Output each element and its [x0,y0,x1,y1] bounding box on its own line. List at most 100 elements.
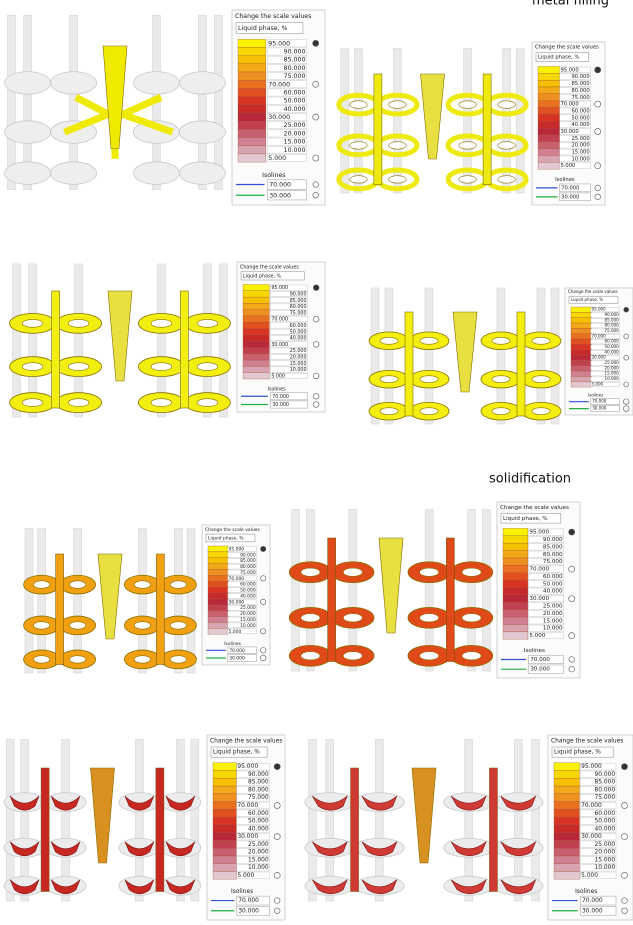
scale-swatch [237,63,267,73]
radio-button[interactable] [260,647,267,654]
radio-button[interactable] [621,833,628,840]
radio-button[interactable] [274,907,281,914]
radio-button[interactable] [260,545,267,552]
radio-button[interactable] [568,528,576,536]
radio-button[interactable] [273,872,281,879]
isoline-value-box[interactable] [559,192,591,202]
scale-value: 70.000 [271,317,288,323]
scale-value: 30.000 [268,114,290,121]
radio-button[interactable] [621,897,628,904]
scale-value: 85.000 [290,298,307,304]
radio-button[interactable] [312,80,320,88]
isoline-value-box[interactable] [559,183,591,193]
radio-button[interactable] [623,405,630,412]
radio-button[interactable] [621,872,628,879]
isoline-value-box[interactable] [227,654,257,662]
part [165,841,196,857]
radio-button[interactable] [594,66,602,74]
radio-button[interactable] [568,632,576,639]
radio-button[interactable] [594,193,601,200]
part-hole [419,336,439,345]
isoline-value-box[interactable] [236,895,270,906]
scale-value: 5.000 [529,633,546,639]
isoline-value-box[interactable] [528,655,564,664]
radio-button[interactable] [623,333,629,340]
radio-button[interactable] [594,162,602,170]
scale-value: 50.000 [240,588,256,594]
radio-button[interactable] [312,181,319,188]
radio-button[interactable] [623,381,629,388]
radio-button[interactable] [273,833,281,840]
radio-button[interactable] [273,802,281,809]
radio-button[interactable] [313,393,320,400]
scale-swatch [242,353,270,361]
radio-button[interactable] [621,907,628,914]
scale-swatch [537,107,561,115]
scale-value: 70.000 [268,81,290,88]
part-hole [342,613,363,623]
isoline-value-box[interactable] [580,895,617,906]
scale-value: 25.000 [290,348,307,354]
radio-button[interactable] [313,316,320,323]
scale-value-box [227,569,257,576]
scale-value-box [580,809,617,817]
radio-button[interactable] [260,654,267,662]
radio-button[interactable] [313,284,320,291]
scale-value: 50.000 [571,115,589,121]
part-hole [388,175,407,184]
radio-button[interactable] [621,802,628,809]
radio-button[interactable] [568,595,576,602]
riser [190,739,200,902]
isoline-value-box[interactable] [236,906,270,916]
scale-value-box [590,382,620,387]
scale-value: 95.000 [560,67,578,73]
radio-button[interactable] [313,372,320,379]
isoline-value-box[interactable] [580,906,617,916]
radio-button[interactable] [260,598,267,605]
part [165,879,196,895]
scale-value: 60.000 [284,89,306,96]
scale-swatch [502,602,529,610]
radio-button[interactable] [260,575,267,582]
scale-swatch [237,121,267,130]
radio-button[interactable] [313,401,320,408]
isoline-value-box[interactable] [267,179,307,190]
isoline-value-box[interactable] [590,398,620,405]
scale-value-box [580,825,617,833]
radio-button[interactable] [260,628,267,635]
scale-panel: Change the scale values Liquid phase, % 95… [231,9,326,206]
radio-button[interactable] [594,128,602,135]
scale-value: 90.000 [543,537,563,543]
radio-button[interactable] [312,192,319,199]
radio-button[interactable] [594,100,602,108]
radio-button[interactable] [621,763,628,770]
scale-value: 80.000 [605,323,620,328]
isoline-value-box[interactable] [227,646,257,654]
radio-button[interactable] [312,40,320,47]
radio-button[interactable] [274,897,281,904]
radio-button[interactable] [623,355,629,361]
part [361,795,398,811]
radio-button[interactable] [568,666,575,673]
scale-value: 25.000 [605,360,620,365]
part-hole [133,580,151,589]
radio-button[interactable] [568,656,575,663]
isoline-value-box[interactable] [590,405,620,412]
radio-button[interactable] [623,307,629,313]
radio-button[interactable] [568,565,576,573]
part-hole [69,580,87,589]
radio-button[interactable] [313,341,320,348]
radio-button[interactable] [312,113,320,121]
isoline-value-box[interactable] [270,392,308,401]
scale-value-box [227,563,257,570]
radio-button[interactable] [312,154,320,162]
isoline-value-box[interactable] [528,664,564,674]
scale-value: 15.000 [594,857,615,863]
radio-button[interactable] [273,763,281,770]
isoline-value-box[interactable] [267,190,307,201]
isoline-value-box[interactable] [270,400,308,409]
part-hole [67,319,90,328]
radio-button[interactable] [623,398,630,405]
scale-value: 80.000 [571,88,589,94]
radio-button[interactable] [594,184,601,191]
